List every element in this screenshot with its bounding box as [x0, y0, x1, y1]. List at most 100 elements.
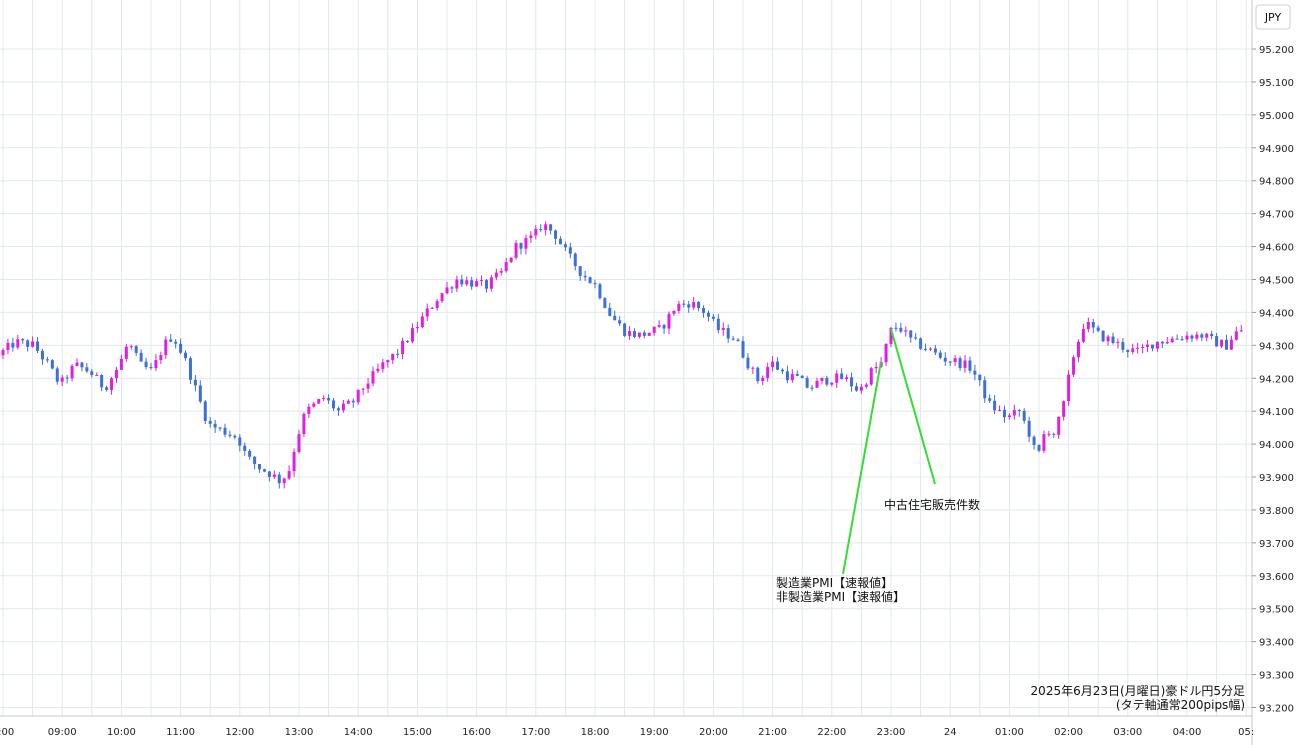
- candle-down: [1032, 436, 1036, 445]
- currency-label-box[interactable]: [1255, 4, 1291, 30]
- candle-up: [751, 367, 755, 369]
- candle-up: [119, 358, 123, 370]
- x-tick-label: 13:00: [285, 727, 314, 738]
- candle-down: [519, 243, 523, 249]
- candle-up: [1220, 339, 1224, 347]
- candle-up: [154, 359, 158, 369]
- candle-up: [1012, 410, 1016, 416]
- candle-up: [869, 368, 873, 385]
- candle-down: [460, 279, 464, 285]
- candle-up: [489, 277, 493, 289]
- candle-down: [632, 331, 636, 337]
- candle-up: [287, 471, 291, 479]
- candle-up: [341, 403, 345, 411]
- candle-down: [850, 377, 854, 387]
- annotation-label-pmi: 非製造業PMI【速報値】: [776, 589, 905, 604]
- candle-up: [1205, 333, 1209, 338]
- candle-up: [494, 272, 498, 278]
- candle-down: [623, 323, 627, 336]
- candle-down: [810, 387, 814, 389]
- candle-up: [1185, 335, 1189, 340]
- candle-down: [682, 303, 686, 305]
- candle-down: [233, 435, 237, 438]
- candle-down: [184, 352, 188, 359]
- candle-up: [322, 398, 326, 400]
- candle-down: [736, 339, 740, 342]
- candle-up: [998, 409, 1002, 411]
- x-tick-label: 10:00: [107, 727, 136, 738]
- candle-up: [70, 365, 74, 379]
- candle-down: [899, 327, 903, 332]
- candle-down: [1111, 336, 1115, 343]
- candle-up: [410, 328, 414, 342]
- candle-up: [1234, 331, 1238, 340]
- candle-down: [642, 332, 646, 336]
- candle-down: [198, 385, 202, 402]
- candle-down: [1017, 410, 1021, 412]
- candle-up: [312, 403, 316, 407]
- candle-up: [499, 271, 503, 273]
- candle-up: [766, 366, 770, 378]
- candle-down: [470, 280, 474, 287]
- candle-up: [391, 353, 395, 361]
- candle-down: [1210, 333, 1214, 337]
- candle-down: [933, 348, 937, 353]
- y-tick-label: 94.600: [1259, 243, 1294, 254]
- y-tick-label: 94.100: [1259, 407, 1294, 418]
- candle-down: [336, 408, 340, 411]
- candle-down: [193, 379, 197, 386]
- candle-up: [667, 313, 671, 329]
- candle-down: [993, 400, 997, 411]
- x-tick-label: 01:00: [995, 727, 1024, 738]
- chart-caption-line2: (タテ軸通常200pips幅): [1116, 697, 1245, 712]
- candle-up: [544, 224, 548, 231]
- candle-down: [785, 371, 789, 381]
- candle-up: [963, 360, 967, 368]
- candle-down: [578, 266, 582, 276]
- candle-down: [223, 427, 227, 435]
- candle-down: [1037, 444, 1041, 451]
- candle-down: [702, 307, 706, 313]
- y-tick-label: 93.600: [1259, 572, 1294, 583]
- candle-up: [1229, 339, 1233, 350]
- candle-up: [1155, 341, 1159, 349]
- time-axis: 8:00 09:00 10:00 11:00 12:00 13:00 14:00 15:00 1…: [0, 727, 1254, 738]
- y-tick-label: 94.500: [1259, 275, 1294, 286]
- x-tick-label: 18:00: [581, 727, 610, 738]
- candle-up: [815, 380, 819, 388]
- candle-up: [1047, 433, 1051, 435]
- candle-up: [1136, 347, 1140, 349]
- candle-up: [455, 279, 459, 289]
- chart-grid: [0, 0, 1252, 716]
- x-tick-label: 11:00: [166, 727, 195, 738]
- candle-down: [914, 337, 918, 339]
- candle-up: [1170, 338, 1174, 343]
- candles: [1, 221, 1243, 489]
- candle-up: [75, 362, 79, 366]
- candle-up: [864, 384, 868, 387]
- candle-down: [332, 400, 336, 409]
- candle-up: [884, 343, 888, 363]
- candle-down: [105, 387, 109, 390]
- candle-down: [228, 434, 232, 436]
- candle-down: [267, 471, 271, 477]
- candle-down: [568, 247, 572, 254]
- x-tick-label: 17:00: [521, 727, 550, 738]
- x-tick-label: 12:00: [225, 727, 254, 738]
- candle-down: [1215, 336, 1219, 347]
- candle-down: [144, 361, 148, 367]
- candle-down: [26, 340, 30, 347]
- candle-down: [1150, 344, 1154, 349]
- candle-down: [554, 230, 558, 239]
- candle-down: [938, 352, 942, 358]
- candle-up: [1116, 341, 1120, 343]
- candle-up: [1239, 330, 1243, 332]
- candle-up: [346, 400, 350, 404]
- candle-down: [174, 341, 178, 344]
- candle-up: [524, 238, 528, 249]
- candle-down: [854, 386, 858, 391]
- candle-down: [558, 238, 562, 245]
- candle-down: [253, 456, 257, 465]
- candle-down: [1180, 338, 1184, 340]
